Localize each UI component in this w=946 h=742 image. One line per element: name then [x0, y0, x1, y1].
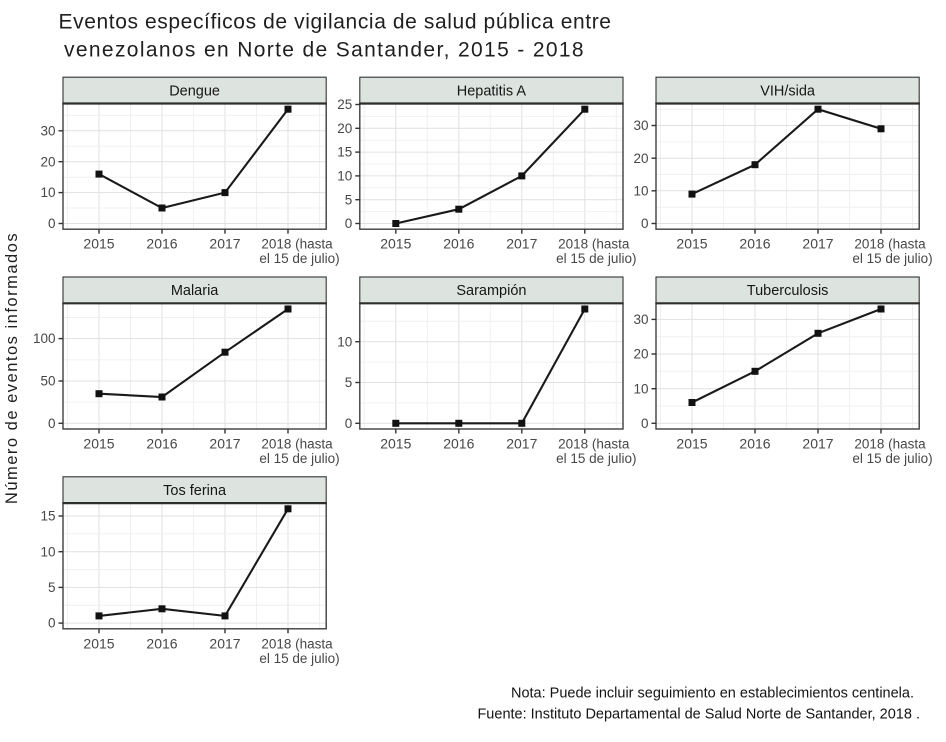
- svg-text:2018 (hasta: 2018 (hasta: [261, 237, 333, 252]
- svg-text:2016: 2016: [146, 635, 177, 651]
- svg-text:el 15 de julio): el 15 de julio): [852, 451, 932, 466]
- svg-text:0: 0: [345, 216, 353, 231]
- svg-text:5: 5: [48, 580, 56, 595]
- svg-text:2016: 2016: [146, 236, 177, 252]
- svg-text:Dengue: Dengue: [169, 83, 220, 99]
- svg-text:2015: 2015: [83, 236, 114, 252]
- svg-text:2015: 2015: [380, 236, 411, 252]
- svg-text:Malaria: Malaria: [171, 283, 219, 299]
- svg-text:Sarampión: Sarampión: [456, 283, 526, 299]
- svg-text:Tuberculosis: Tuberculosis: [747, 283, 829, 299]
- svg-text:0: 0: [48, 216, 56, 231]
- svg-text:el 15 de julio): el 15 de julio): [556, 451, 636, 466]
- svg-text:VIH/sida: VIH/sida: [760, 83, 816, 99]
- svg-text:2017: 2017: [506, 436, 537, 452]
- svg-text:2018 (hasta: 2018 (hasta: [261, 437, 333, 452]
- svg-text:5: 5: [345, 192, 353, 207]
- svg-text:10: 10: [337, 169, 352, 184]
- svg-text:2015: 2015: [83, 635, 114, 651]
- svg-text:Fuente: Instituto Departamenta: Fuente: Instituto Departamental de Salud…: [477, 707, 920, 723]
- svg-text:el 15 de julio): el 15 de julio): [852, 251, 932, 266]
- svg-text:10: 10: [633, 381, 648, 396]
- svg-text:20: 20: [633, 347, 648, 362]
- svg-text:2018 (hasta: 2018 (hasta: [558, 237, 630, 252]
- svg-text:30: 30: [40, 123, 55, 138]
- svg-text:el 15 de julio): el 15 de julio): [259, 651, 339, 666]
- svg-text:10: 10: [337, 334, 352, 349]
- svg-text:2018 (hasta: 2018 (hasta: [261, 636, 333, 651]
- svg-text:2015: 2015: [83, 436, 114, 452]
- svg-text:2015: 2015: [676, 436, 707, 452]
- svg-text:Número de eventos informados: Número de eventos informados: [3, 232, 21, 504]
- svg-text:2017: 2017: [802, 436, 833, 452]
- svg-text:el 15 de julio): el 15 de julio): [259, 451, 339, 466]
- svg-text:2016: 2016: [443, 436, 474, 452]
- svg-text:10: 10: [40, 544, 55, 559]
- svg-text:2016: 2016: [739, 436, 770, 452]
- svg-text:20: 20: [337, 121, 352, 136]
- svg-text:2017: 2017: [209, 436, 240, 452]
- svg-text:50: 50: [40, 374, 55, 389]
- svg-text:30: 30: [633, 312, 648, 327]
- svg-text:2017: 2017: [209, 635, 240, 651]
- svg-text:25: 25: [337, 97, 352, 112]
- svg-text:10: 10: [633, 183, 648, 198]
- svg-text:Hepatitis A: Hepatitis A: [457, 83, 527, 99]
- svg-text:2018 (hasta: 2018 (hasta: [854, 437, 926, 452]
- svg-text:2016: 2016: [146, 436, 177, 452]
- svg-text:2016: 2016: [739, 236, 770, 252]
- svg-text:20: 20: [40, 154, 55, 169]
- svg-text:el 15 de julio): el 15 de julio): [556, 251, 636, 266]
- svg-text:2015: 2015: [676, 236, 707, 252]
- svg-text:100: 100: [33, 331, 56, 346]
- svg-text:5: 5: [345, 375, 353, 390]
- svg-text:Eventos específicos de vigilan: Eventos específicos de vigilancia de sal…: [59, 11, 612, 34]
- svg-text:0: 0: [345, 416, 353, 431]
- svg-text:2018 (hasta: 2018 (hasta: [558, 437, 630, 452]
- svg-text:el 15 de julio): el 15 de julio): [259, 251, 339, 266]
- svg-text:2015: 2015: [380, 436, 411, 452]
- svg-text:30: 30: [633, 118, 648, 133]
- svg-text:0: 0: [641, 416, 649, 431]
- svg-text:2018 (hasta: 2018 (hasta: [854, 237, 926, 252]
- svg-text:0: 0: [641, 216, 649, 231]
- svg-text:2016: 2016: [443, 236, 474, 252]
- svg-text:2017: 2017: [209, 236, 240, 252]
- svg-text:10: 10: [40, 185, 55, 200]
- svg-text:2017: 2017: [506, 236, 537, 252]
- svg-text:20: 20: [633, 151, 648, 166]
- svg-text:0: 0: [48, 416, 56, 431]
- svg-text:2017: 2017: [802, 236, 833, 252]
- svg-text:Tos ferina: Tos ferina: [163, 483, 227, 499]
- svg-text:venezolanos en Norte de Santan: venezolanos en Norte de Santander, 2015 …: [64, 39, 585, 62]
- svg-text:15: 15: [337, 145, 352, 160]
- svg-text:15: 15: [40, 509, 55, 524]
- svg-text:Nota: Puede incluir seguimient: Nota: Puede incluir seguimiento en estab…: [511, 686, 914, 702]
- svg-text:0: 0: [48, 616, 56, 631]
